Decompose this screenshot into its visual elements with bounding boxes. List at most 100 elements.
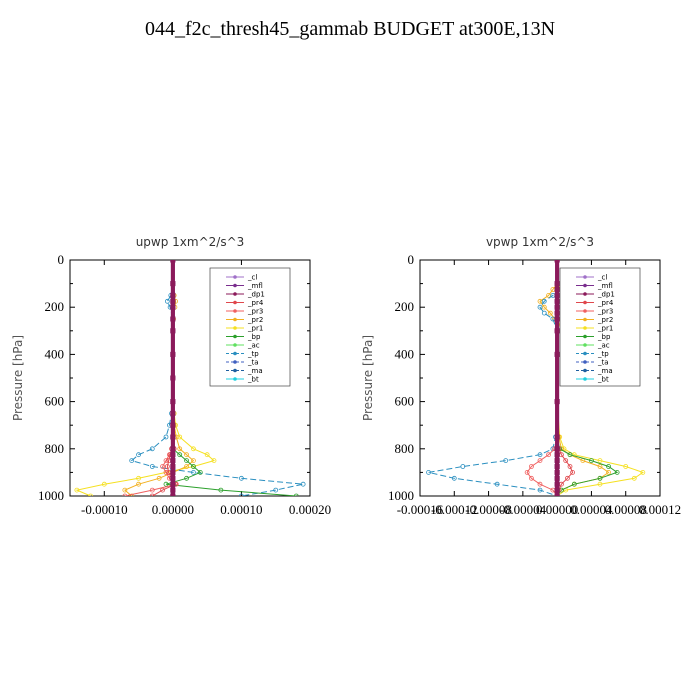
series-marker-pr3 [529,475,534,481]
y-tick-label: 600 [395,394,415,409]
legend-box [209,267,291,387]
series-marker-tp [129,458,135,464]
series-marker-bp [197,469,203,475]
series-marker-pr1 [623,464,629,469]
series-marker-pr1 [88,493,93,496]
series-marker-pr2 [156,475,162,481]
legend-marker [233,368,237,373]
legend-label: _pr3 [247,308,263,316]
series-marker-dp1 [554,316,560,322]
legend-label: _bt [247,376,259,384]
series-marker-tp [503,458,509,464]
y-tick-label: 1000 [388,488,414,503]
series-marker-bp [589,458,594,464]
series-marker-dp1 [170,481,176,487]
series-marker-pr4 [164,464,170,469]
series-marker-pr3 [546,452,551,458]
y-tick-label: 0 [408,252,415,267]
chart-title: vpwp 1xm^2/s^3 [486,235,594,249]
series-marker-pr3 [160,464,165,469]
legend-label: _cl [597,274,607,282]
series-marker-pr2 [547,310,553,316]
legend-marker [233,377,237,381]
legend-label: _ta [247,359,259,367]
legend-marker [233,300,237,305]
series-marker-dp1 [170,316,176,322]
chart-title: upwp 1xm^2/s^3 [136,235,245,249]
page-title: 044_f2c_thresh45_gammab BUDGET at300E,13… [144,18,556,40]
legend-label: _cl [247,274,257,282]
legend-label: _dp1 [247,291,265,299]
x-tick-label: -0.00004 [500,502,547,517]
series-marker-dp1 [554,481,560,487]
series-marker-dp1 [170,452,176,458]
series-marker-dp1 [170,464,176,469]
y-axis-label: Pressure [hPa] [361,335,375,421]
y-tick-label: 0 [58,252,65,267]
legend-label: _pr1 [247,325,263,333]
series-marker-tp [537,304,543,310]
series-marker-dp1 [170,375,176,381]
series-marker-tp [273,487,279,493]
series-marker-pr3 [163,458,169,464]
series-marker-pr2 [597,464,603,469]
series-marker-pr2 [136,481,141,487]
legend-label: _tp [247,350,259,358]
y-tick-label: 200 [45,299,65,314]
y-tick-label: 600 [45,394,65,409]
legend-label: _pr1 [597,325,613,333]
legend-marker [583,326,587,330]
series-marker-pr2 [606,469,611,475]
series-marker-bp [218,487,224,493]
chart-panel-1: upwp 1xm^2/s^3 Pressure [hPa] 0 200 400 600 80… [11,235,331,517]
chart-panel-2: vpwp 1xm^2/s^3 Pressure [hPa] 0 200 400 600 80… [361,235,681,517]
series-marker-dp1 [554,458,560,464]
series-marker-bp [184,475,189,481]
x-tick-label: 0.00012 [639,502,681,517]
x-tick-label: 0.00008 [605,502,647,517]
legend: _cl_mfl_dp1_pr4_pr3_pr2_pr1_bp_ac_tp_ta_… [559,267,641,387]
legend-label: _bp [597,333,611,341]
y-tick-label: 400 [45,346,65,361]
y-tick-label: 800 [45,441,65,456]
series-group [74,260,306,496]
series-marker-pr1 [74,487,80,493]
series-marker-pr2 [184,452,189,458]
series-marker-dp1 [554,287,560,292]
series-marker-dp1 [170,446,176,452]
series-marker-dp1 [554,351,560,357]
legend-box [559,267,641,387]
series-marker-dp1 [170,422,176,428]
y-axis-label: Pressure [hPa] [11,335,25,421]
x-tick-label: 0.00020 [289,502,331,517]
series-marker-tp [239,493,244,496]
series-marker-dp1 [554,452,560,458]
legend-label: _pr4 [247,299,264,307]
series-marker-pr1 [631,475,637,481]
legend-marker [233,283,237,288]
series-marker-dp1 [554,469,560,475]
series-marker-dp1 [170,410,176,416]
series-marker-pr3 [149,487,155,493]
series-marker-pr1 [597,458,603,464]
series-marker-pr2 [129,493,135,496]
series-marker-pr4 [160,487,165,493]
legend-marker [583,309,587,313]
series-marker-pr2 [184,464,189,469]
series-marker-dp1 [170,304,176,310]
series-marker-pr4 [567,464,573,469]
legend-marker [233,309,237,313]
series-marker-pr1 [191,446,196,452]
y-tick-label: 400 [395,346,415,361]
series-marker-tp [451,475,457,481]
legend-label: _ta [597,359,609,367]
legend-marker [233,275,237,279]
legend-marker [583,283,587,288]
legend-label: _ma [247,367,263,375]
series-marker-pr3 [163,469,169,475]
x-tick-label: -0.00010 [81,502,128,517]
legend-label: _pr2 [247,316,263,324]
series-marker-dp1 [554,310,560,316]
legend-marker [583,317,587,322]
